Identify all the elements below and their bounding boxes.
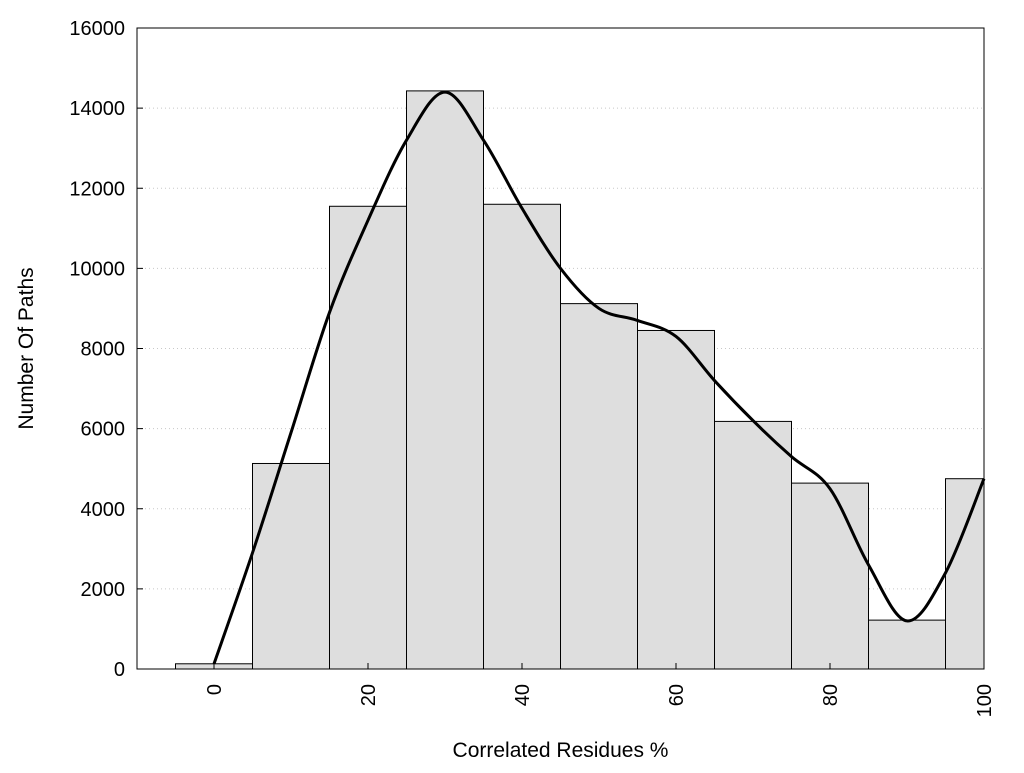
y-axis-ticks: 0 2000 4000 6000 8000 10000 12000 14000 16000	[69, 18, 143, 681]
histogram-bar	[560, 303, 638, 670]
histogram-bar	[406, 90, 484, 670]
y-axis-title: Number Of Paths	[15, 267, 38, 429]
histogram-bar	[791, 482, 869, 670]
histogram-bar	[483, 203, 561, 670]
y-tick-label: 16000	[69, 18, 125, 40]
y-tick-label: 4000	[81, 499, 126, 521]
y-tick-label: 0	[114, 659, 125, 681]
y-tick-label: 6000	[81, 419, 126, 441]
histogram-bar	[945, 478, 985, 670]
density-curve	[212, 90, 986, 665]
histogram-bar	[329, 205, 407, 670]
y-tick-label: 2000	[81, 579, 126, 601]
y-tick-label: 10000	[69, 258, 125, 280]
y-tick-label: 12000	[69, 178, 125, 200]
histogram-bar	[252, 462, 330, 670]
x-tick-label: 40	[512, 684, 534, 706]
density-curve-layer	[212, 90, 986, 665]
x-tick-label: 80	[820, 684, 842, 706]
x-tick-label: 100	[974, 684, 996, 717]
histogram-bars	[175, 90, 985, 670]
histogram-bar	[868, 619, 946, 670]
y-tick-label: 14000	[69, 98, 125, 120]
x-tick-label: 0	[204, 684, 226, 695]
y-tick-label: 8000	[81, 339, 126, 361]
histogram-bar	[637, 329, 715, 670]
x-axis-title: Correlated Residues %	[453, 739, 669, 762]
histogram-bar	[714, 420, 792, 670]
x-tick-label: 60	[666, 684, 688, 706]
x-axis-ticks: 0 20 40 60 80 100	[204, 663, 996, 717]
x-tick-label: 20	[358, 684, 380, 706]
